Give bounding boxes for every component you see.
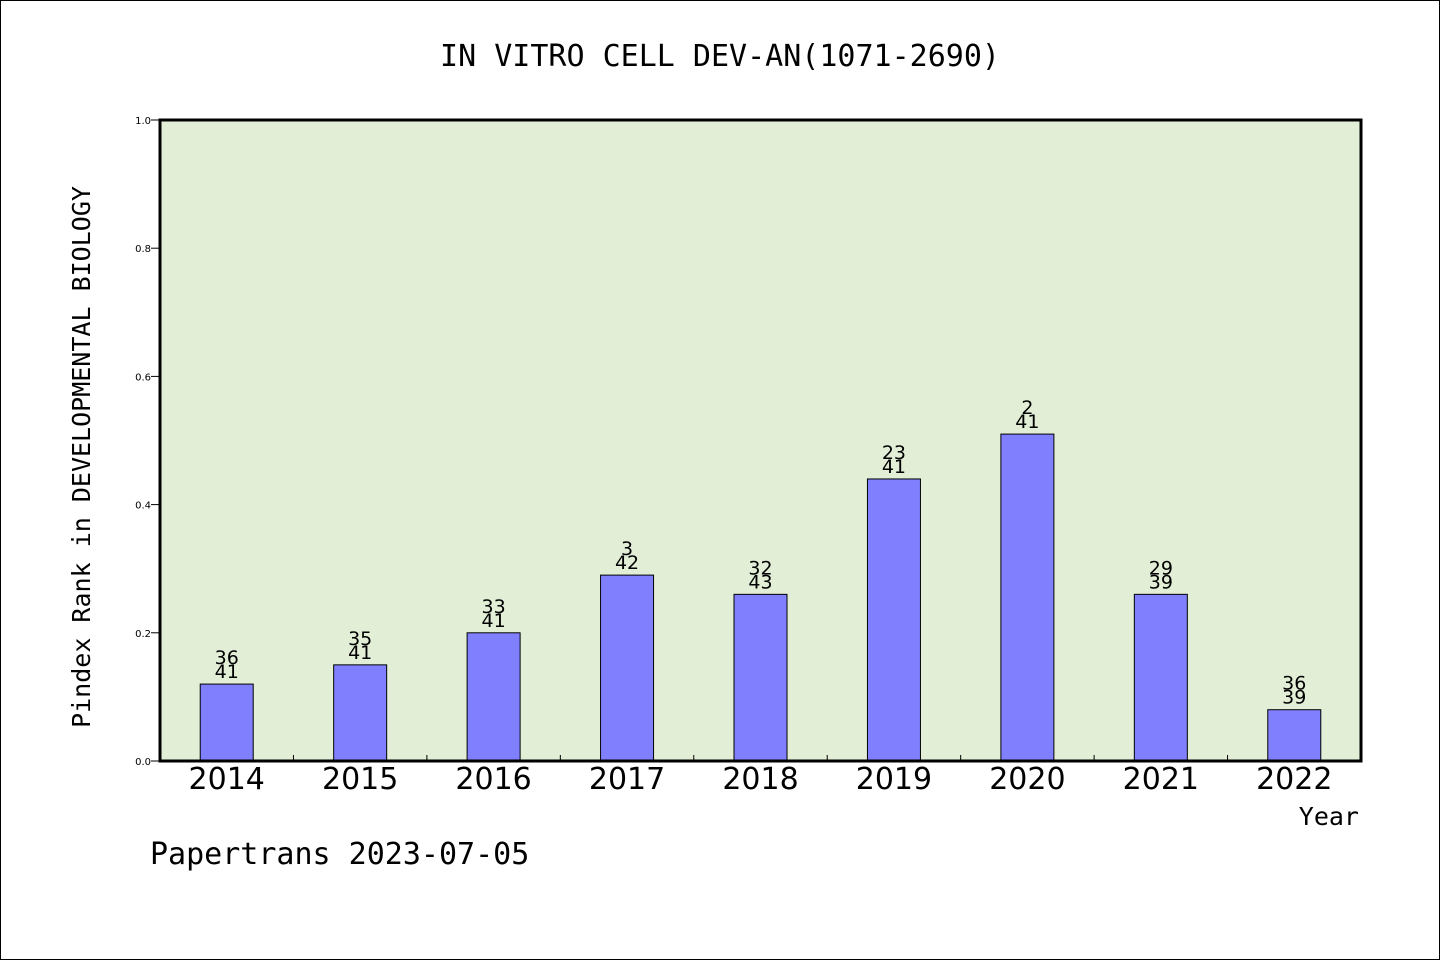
x-tick-label: 2016 — [455, 762, 531, 797]
y-tick-label: 0.4 — [135, 501, 151, 512]
y-axis: 0.0 0.2 0.4 0.6 0.8 1.0 — [135, 116, 160, 768]
y-tick-label: 1.0 — [135, 116, 151, 127]
bar-2015 — [333, 664, 388, 762]
x-axis-label: Year — [1299, 802, 1359, 831]
x-tick-label: 2014 — [189, 762, 265, 797]
chart-title: IN VITRO CELL DEV-AN(1071-2690) — [440, 39, 1000, 74]
rank-label: 36 — [1282, 673, 1306, 695]
bar-2022 — [1267, 709, 1322, 762]
total-label: 41 — [348, 642, 372, 664]
total-label: 39 — [1282, 687, 1306, 709]
total-label: 42 — [615, 552, 639, 574]
total-label: 41 — [1015, 411, 1039, 433]
rank-label: 33 — [482, 596, 506, 618]
rank-label: 35 — [348, 628, 372, 650]
y-tick-label: 0.2 — [135, 629, 151, 640]
total-label: 43 — [748, 571, 772, 593]
y-tick-label: 0.0 — [135, 757, 151, 768]
x-tick-label: 2015 — [322, 762, 398, 797]
bar-2018 — [733, 593, 788, 762]
total-label: 41 — [215, 661, 239, 683]
rank-label: 36 — [215, 647, 239, 669]
rank-label: 29 — [1149, 557, 1173, 579]
plot-border — [158, 118, 1363, 763]
x-tick-label: 2018 — [722, 762, 798, 797]
bar-2020 — [1000, 433, 1055, 762]
x-tick-label: 2019 — [856, 762, 932, 797]
rank-label: 23 — [882, 442, 906, 464]
bar-2016 — [466, 632, 521, 762]
y-axis-label: Pindex Rank in DEVELOPMENTAL BIOLOGY — [67, 186, 96, 728]
bar-2019 — [866, 478, 921, 762]
rank-label: 32 — [748, 557, 772, 579]
x-tick-label: 2017 — [589, 762, 665, 797]
x-tick-label: 2020 — [989, 762, 1065, 797]
rank-label: 2 — [1021, 397, 1033, 419]
rank-label: 3 — [621, 538, 633, 560]
total-label: 41 — [882, 456, 906, 478]
total-label: 41 — [482, 610, 506, 632]
footer-text: Papertrans 2023-07-05 — [150, 837, 529, 872]
bar-2014 — [199, 683, 254, 762]
y-tick-label: 0.6 — [135, 372, 151, 383]
x-axis: 2014 2015 2016 2017 2018 2019 2020 2021 2022 — [189, 755, 1332, 797]
total-label: 39 — [1149, 571, 1173, 593]
x-tick-label: 2021 — [1123, 762, 1199, 797]
x-tick-label: 2022 — [1256, 762, 1332, 797]
bar-2017 — [600, 574, 655, 762]
y-tick-label: 0.8 — [135, 244, 151, 255]
bar-2021 — [1133, 593, 1188, 762]
